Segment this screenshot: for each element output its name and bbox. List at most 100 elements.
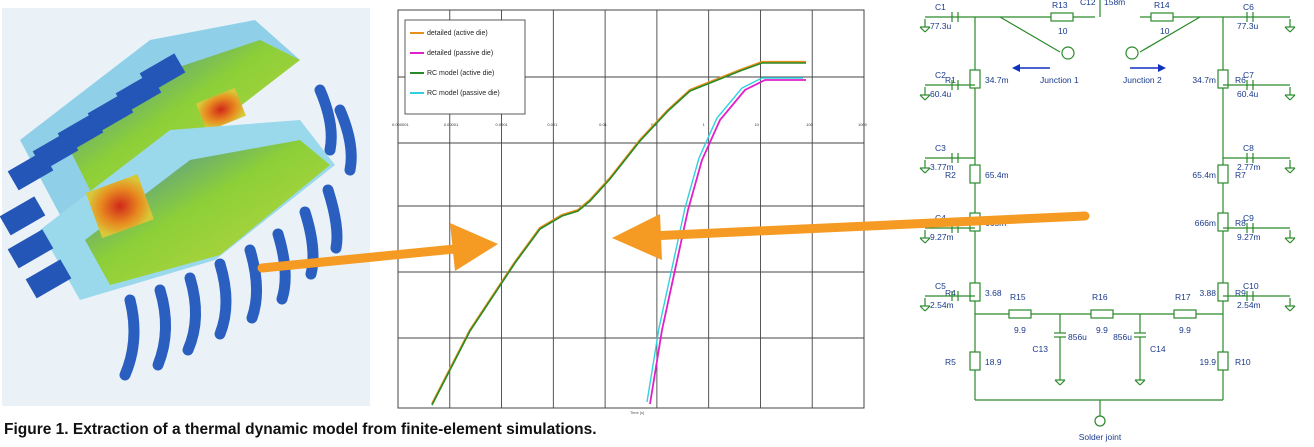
resistor-value: 10 bbox=[1058, 26, 1068, 36]
wire bbox=[924, 305, 931, 312]
capacitor-value: 77.3u bbox=[1237, 21, 1259, 31]
capacitor-value: 2.54m bbox=[1237, 300, 1261, 310]
capacitor-label: C4 bbox=[935, 213, 946, 223]
legend-label: detailed (active die) bbox=[427, 30, 488, 37]
figure-caption: Figure 1. Extraction of a thermal dynami… bbox=[4, 421, 597, 438]
series-line bbox=[431, 62, 806, 406]
resistor-label: R10 bbox=[1235, 357, 1251, 367]
wire bbox=[1284, 237, 1291, 244]
resistor-label: R7 bbox=[1235, 170, 1246, 180]
capacitor-value: 856u bbox=[1068, 332, 1087, 342]
resistor bbox=[1008, 309, 1032, 319]
wire bbox=[1139, 16, 1201, 53]
wire bbox=[1059, 379, 1066, 386]
legend-label: detailed (passive die) bbox=[427, 50, 493, 57]
annotation-arrows bbox=[257, 211, 1090, 273]
capacitor-label: C12 bbox=[1080, 0, 1096, 7]
resistor bbox=[1217, 282, 1229, 302]
junction1-node bbox=[1061, 46, 1075, 60]
resistor bbox=[1090, 309, 1114, 319]
wire bbox=[924, 26, 931, 33]
resistor bbox=[1173, 309, 1197, 319]
resistor-label: R5 bbox=[945, 357, 956, 367]
resistor-value: 3.68 bbox=[985, 288, 1002, 298]
capacitor-label: C6 bbox=[1243, 2, 1254, 12]
wire bbox=[1139, 379, 1146, 386]
resistor bbox=[1217, 69, 1229, 89]
capacitor-value: 3.77m bbox=[930, 162, 954, 172]
thermal-impedance-chart: 0.000001 0.00001 0.0001 0.001 0.01 0.1 1 10 100 1… bbox=[392, 9, 868, 415]
resistor-value: 666m bbox=[1195, 218, 1216, 228]
resistor-value: 18.9 bbox=[985, 357, 1002, 367]
resistor bbox=[1217, 351, 1229, 371]
wire bbox=[1054, 379, 1061, 386]
resistor-label: R1 bbox=[945, 75, 956, 85]
solder-label: Solder joint bbox=[1079, 432, 1122, 442]
wire bbox=[919, 26, 926, 33]
wire bbox=[1284, 305, 1291, 312]
wire bbox=[1289, 26, 1296, 33]
chart-tick-labels: 0.000001 0.00001 0.0001 0.001 0.01 0.1 1 10 100 1… bbox=[392, 122, 868, 127]
resistor-value: 65.4m bbox=[985, 170, 1009, 180]
resistor bbox=[1217, 212, 1229, 232]
resistor-label: R15 bbox=[1010, 292, 1026, 302]
solder-node bbox=[1094, 415, 1106, 427]
resistor-value: 34.7m bbox=[985, 75, 1009, 85]
capacitor-label: C13 bbox=[1032, 344, 1048, 354]
capacitor-value: 856u bbox=[1113, 332, 1132, 342]
capacitor-value: 2.54m bbox=[930, 300, 954, 310]
capacitor-value: 9.27m bbox=[930, 232, 954, 242]
chart-series bbox=[431, 60, 806, 406]
capacitor-value: 77.3u bbox=[930, 21, 952, 31]
x-tick-label: 100 bbox=[806, 122, 813, 127]
wire bbox=[1289, 237, 1296, 244]
x-tick-label: 0.001 bbox=[547, 122, 558, 127]
capacitor-label: C3 bbox=[935, 143, 946, 153]
resistor-label: R14 bbox=[1154, 0, 1170, 10]
capacitor-label: C8 bbox=[1243, 143, 1254, 153]
capacitor-label: C9 bbox=[1243, 213, 1254, 223]
rc-network-circuit: R13 10 R14 10 C12 158m Junction 1 Junction 2 C1 7… bbox=[919, 0, 1296, 442]
resistor-label: R2 bbox=[945, 170, 956, 180]
resistor bbox=[1050, 12, 1074, 22]
resistor-value: 10 bbox=[1160, 26, 1170, 36]
resistor-value: 19.9 bbox=[1199, 357, 1216, 367]
chart-legend: detailed (active die) detailed (passive d… bbox=[404, 19, 526, 115]
wire bbox=[1134, 379, 1141, 386]
wire bbox=[1289, 94, 1296, 101]
resistor-label: R17 bbox=[1175, 292, 1191, 302]
legend-label: RC model (active die) bbox=[427, 70, 494, 77]
capacitor-label: C7 bbox=[1243, 70, 1254, 80]
resistor-label: R8 bbox=[1235, 218, 1246, 228]
resistor bbox=[969, 282, 981, 302]
junction2-label: Junction 2 bbox=[1123, 75, 1162, 85]
resistor bbox=[1217, 164, 1229, 184]
capacitor-value: 60.4u bbox=[1237, 89, 1259, 99]
wire bbox=[1289, 167, 1296, 174]
resistor bbox=[969, 351, 981, 371]
x-tick-label: 0.01 bbox=[599, 122, 608, 127]
wire bbox=[919, 94, 926, 101]
wire bbox=[1284, 26, 1291, 33]
capacitor-label: C2 bbox=[935, 70, 946, 80]
series-line bbox=[646, 77, 803, 403]
resistor-value: 3.88 bbox=[1199, 288, 1216, 298]
resistor-label: R13 bbox=[1052, 0, 1068, 10]
resistor-value: 34.7m bbox=[1192, 75, 1216, 85]
arrow-head-1 bbox=[450, 223, 498, 271]
capacitor-value: 2.77m bbox=[1237, 162, 1261, 172]
arrow-circuit-to-chart bbox=[645, 211, 1090, 241]
wire bbox=[919, 237, 926, 244]
resistor bbox=[969, 69, 981, 89]
series-line bbox=[649, 79, 806, 405]
x-tick-label: 10 bbox=[754, 122, 759, 127]
resistor bbox=[969, 164, 981, 184]
capacitor-label: C14 bbox=[1150, 344, 1166, 354]
resistor-label: R6 bbox=[1235, 75, 1246, 85]
wire bbox=[924, 167, 931, 174]
wire bbox=[1284, 167, 1291, 174]
capacitor-label: C5 bbox=[935, 281, 946, 291]
x-tick-label: 0.000001 bbox=[392, 122, 409, 127]
legend-label: RC model (passive die) bbox=[427, 90, 500, 97]
